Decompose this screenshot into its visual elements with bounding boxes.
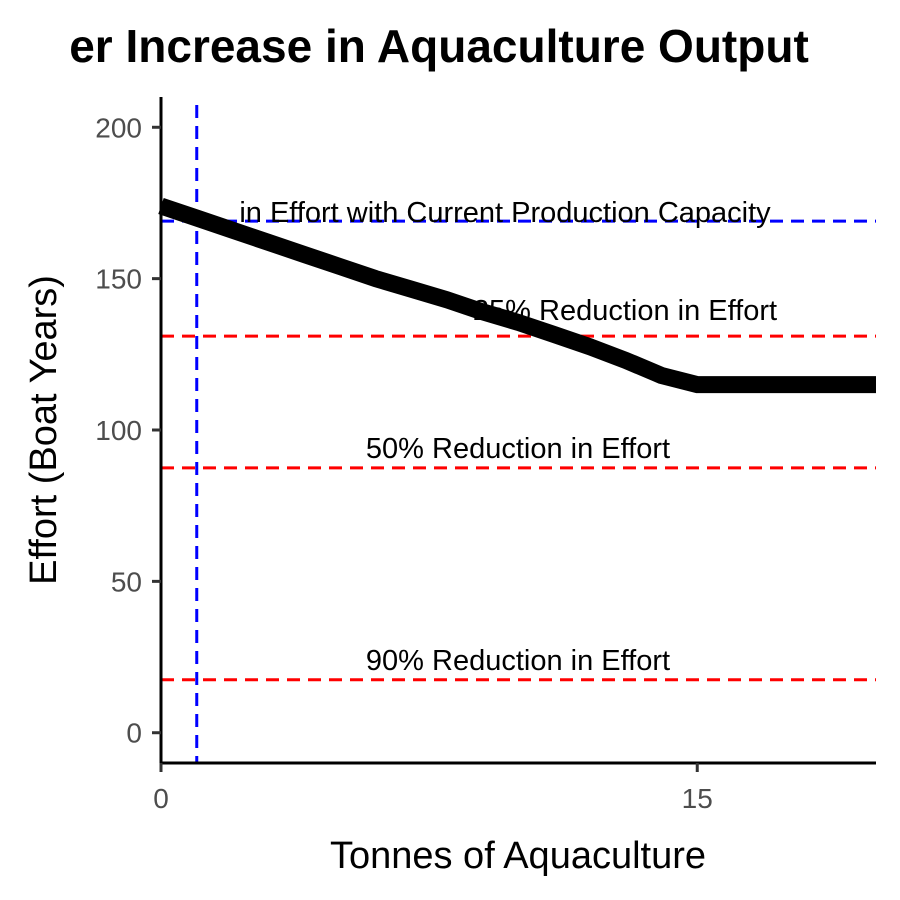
y-tick-label: 0 <box>126 718 142 749</box>
reference-line-label-2: 50% Reduction in Effort <box>366 433 670 465</box>
y-tick-label: 100 <box>95 415 142 446</box>
annotations: in Effort with Current Production Capaci… <box>239 197 777 677</box>
reference-line-label-3: 90% Reduction in Effort <box>366 645 670 677</box>
y-tick-label: 50 <box>111 566 142 597</box>
chart-title: er Increase in Aquaculture Output <box>69 20 809 72</box>
series-line-0 <box>158 197 876 394</box>
x-axis-ticks: 0 15 <box>153 763 713 814</box>
x-axis-title: Tonnes of Aquaculture <box>330 835 706 877</box>
reference-line-label-1: 25% Reduction in Effort <box>473 295 777 327</box>
x-tick-label: 15 <box>682 783 713 814</box>
reference-line-label-0: in Effort with Current Production Capaci… <box>239 197 771 229</box>
reference-lines <box>161 105 876 763</box>
series-layer <box>158 197 876 394</box>
y-axis-ticks: 0 50 100 150 200 <box>95 112 161 749</box>
y-tick-label: 150 <box>95 264 142 295</box>
y-tick-label: 200 <box>95 112 142 143</box>
y-axis-title: Effort (Boat Years) <box>23 275 65 585</box>
x-tick-label: 0 <box>153 783 169 814</box>
